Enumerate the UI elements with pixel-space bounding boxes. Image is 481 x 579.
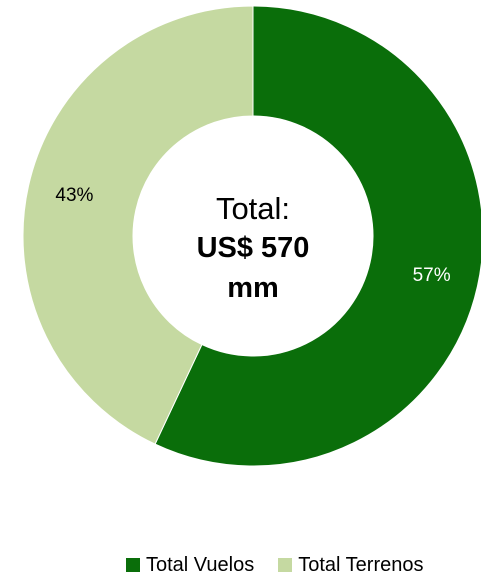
legend-item-vuelos: Total Vuelos xyxy=(126,554,254,577)
legend-label-vuelos: Total Vuelos xyxy=(146,553,255,576)
data-label-vuelos: 57% xyxy=(413,265,451,286)
center-total-label: Total: xyxy=(215,191,291,226)
data-label-terrenos: 43% xyxy=(55,185,93,206)
donut-slice-terrenos xyxy=(22,5,254,445)
center-total-unit: mm xyxy=(227,272,279,304)
legend-swatch-vuelos xyxy=(126,558,140,572)
donut-slice-vuelos xyxy=(154,5,481,467)
legend-swatch-terrenos xyxy=(278,558,293,572)
chart-legend: Total Vuelos Total Terrenos xyxy=(126,554,423,576)
legend-item-terrenos: Total Terrenos xyxy=(278,554,423,577)
legend-label-terrenos: Total Terrenos xyxy=(298,553,424,576)
donut-center-text: Total: US$ 570 mm xyxy=(153,190,353,308)
center-total-amount: US$ 570 xyxy=(196,232,310,264)
